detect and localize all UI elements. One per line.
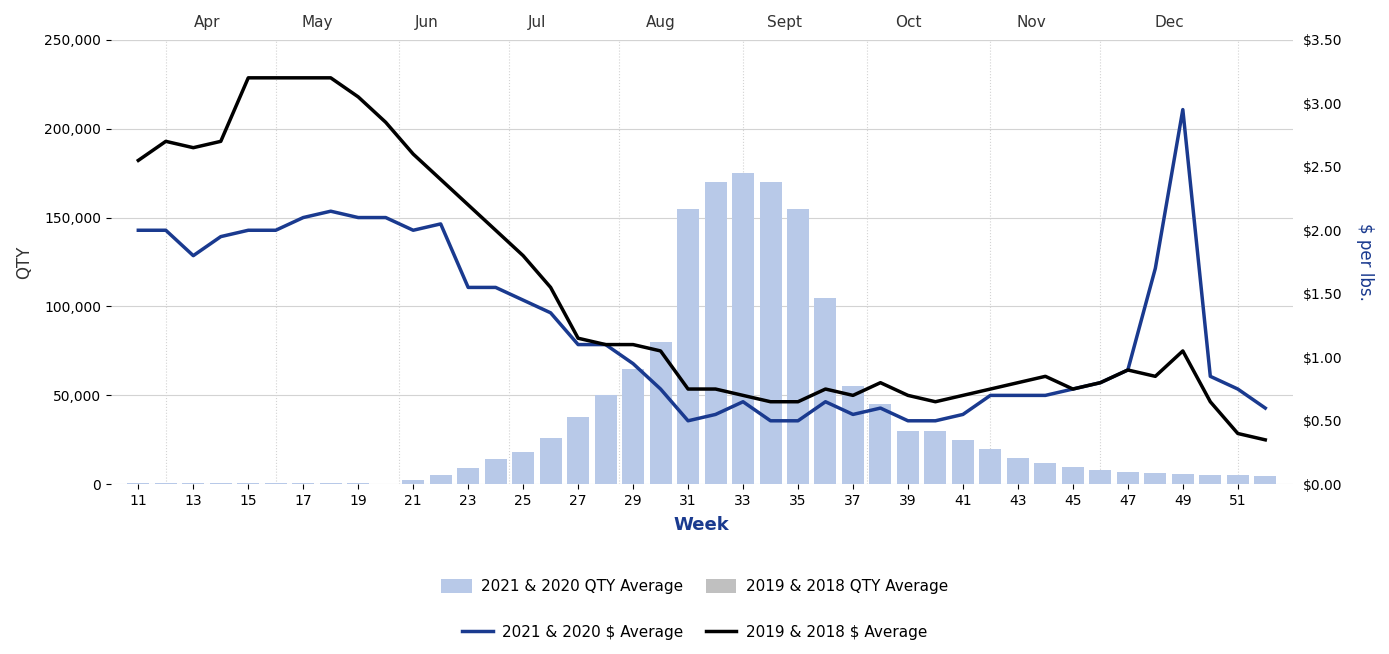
Bar	[788, 253, 808, 485]
Bar	[925, 440, 946, 485]
Y-axis label: QTY: QTY	[15, 245, 33, 279]
Bar	[760, 182, 782, 485]
Bar	[210, 483, 232, 485]
Bar	[182, 483, 204, 485]
Bar	[650, 342, 671, 485]
Bar	[676, 235, 699, 485]
Bar	[814, 315, 836, 485]
X-axis label: Week: Week	[674, 517, 729, 534]
Bar	[594, 445, 617, 485]
Bar	[951, 449, 974, 485]
Bar	[979, 456, 1001, 485]
Bar	[375, 483, 397, 485]
Bar	[650, 417, 671, 485]
Bar	[128, 483, 149, 485]
Bar	[513, 470, 535, 485]
Bar	[842, 404, 864, 485]
Bar	[1145, 477, 1167, 485]
Bar	[814, 298, 836, 485]
Bar	[457, 478, 479, 485]
Bar	[979, 449, 1001, 485]
Bar	[485, 473, 507, 485]
Bar	[265, 483, 286, 485]
Bar	[622, 436, 644, 485]
Bar	[897, 431, 920, 485]
Bar	[567, 417, 589, 485]
Bar	[704, 182, 726, 485]
Bar	[292, 483, 314, 485]
Legend: 2021 & 2020 QTY Average, 2019 & 2018 QTY Average: 2021 & 2020 QTY Average, 2019 & 2018 QTY…	[435, 574, 954, 600]
Bar	[870, 417, 892, 485]
Bar	[842, 387, 864, 485]
Bar	[1061, 472, 1083, 485]
Bar	[622, 369, 644, 485]
Bar	[403, 483, 424, 485]
Bar	[1061, 466, 1083, 485]
Bar	[1035, 463, 1057, 485]
Bar	[951, 440, 974, 485]
Bar	[154, 483, 176, 485]
Bar	[594, 396, 617, 485]
Y-axis label: $ per lbs.: $ per lbs.	[1356, 223, 1374, 301]
Bar	[457, 468, 479, 485]
Bar	[1117, 476, 1139, 485]
Bar	[704, 218, 726, 485]
Bar	[897, 440, 920, 485]
Bar	[128, 483, 149, 485]
Bar	[1199, 479, 1221, 485]
Legend: 2021 & 2020 $ Average, 2019 & 2018 $ Average: 2021 & 2020 $ Average, 2019 & 2018 $ Ave…	[456, 619, 933, 646]
Bar	[319, 483, 342, 485]
Bar	[732, 226, 754, 485]
Bar	[238, 483, 260, 485]
Bar	[347, 483, 369, 485]
Bar	[1226, 475, 1249, 485]
Bar	[485, 459, 507, 485]
Bar	[1226, 480, 1249, 485]
Bar	[1089, 475, 1111, 485]
Bar	[1254, 476, 1276, 485]
Bar	[760, 235, 782, 485]
Bar	[1172, 478, 1193, 485]
Bar	[1007, 458, 1029, 485]
Bar	[1007, 463, 1029, 485]
Bar	[1172, 473, 1193, 485]
Bar	[540, 463, 561, 485]
Bar	[513, 453, 535, 485]
Bar	[676, 209, 699, 485]
Bar	[403, 480, 424, 485]
Bar	[540, 438, 561, 485]
Bar	[567, 453, 589, 485]
Bar	[1145, 473, 1167, 485]
Bar	[870, 404, 892, 485]
Bar	[429, 475, 451, 485]
Bar	[925, 431, 946, 485]
Bar	[429, 481, 451, 485]
Bar	[1254, 481, 1276, 485]
Bar	[1117, 472, 1139, 485]
Bar	[732, 173, 754, 485]
Bar	[788, 209, 808, 485]
Bar	[1199, 475, 1221, 485]
Bar	[1035, 468, 1057, 485]
Bar	[1089, 470, 1111, 485]
